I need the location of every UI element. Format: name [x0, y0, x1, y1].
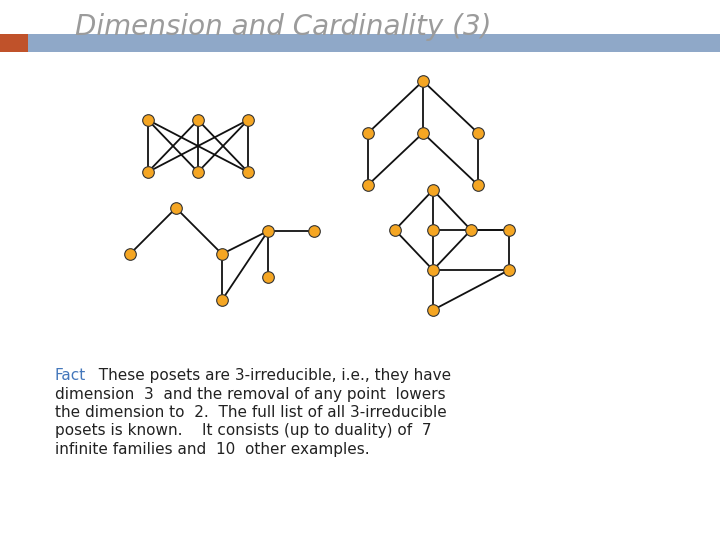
Text: Dimension and Cardinality (3): Dimension and Cardinality (3)	[75, 13, 492, 41]
Point	[216, 249, 228, 258]
Bar	[0, 34, 28, 52]
Point	[143, 116, 154, 124]
Point	[308, 227, 320, 235]
Point	[262, 227, 274, 235]
Text: infinite families and  10  other examples.: infinite families and 10 other examples.	[55, 442, 369, 457]
Point	[362, 181, 374, 190]
Point	[472, 181, 484, 190]
Point	[192, 116, 204, 124]
Point	[427, 306, 438, 314]
Text: Fact: Fact	[55, 368, 86, 383]
Point	[465, 226, 477, 234]
Point	[216, 296, 228, 305]
Bar	[0, 34, 720, 52]
Point	[362, 129, 374, 137]
Point	[418, 77, 429, 85]
Text: dimension  3  and the removal of any point  lowers: dimension 3 and the removal of any point…	[55, 387, 446, 402]
Point	[125, 249, 136, 258]
Point	[390, 226, 401, 234]
Point	[242, 168, 253, 177]
Point	[418, 129, 429, 137]
Point	[192, 168, 204, 177]
Point	[242, 116, 253, 124]
Text: posets is known.    It consists (up to duality) of  7: posets is known. It consists (up to dual…	[55, 423, 431, 438]
Point	[170, 204, 181, 212]
Point	[262, 273, 274, 281]
Text: the dimension to  2.  The full list of all 3-irreducible: the dimension to 2. The full list of all…	[55, 405, 446, 420]
Point	[427, 226, 438, 234]
Text: These posets are 3-irreducible, i.e., they have: These posets are 3-irreducible, i.e., th…	[89, 368, 451, 383]
Point	[427, 186, 438, 194]
Point	[427, 266, 438, 274]
Point	[143, 168, 154, 177]
Point	[503, 226, 515, 234]
Point	[472, 129, 484, 137]
Point	[503, 266, 515, 274]
